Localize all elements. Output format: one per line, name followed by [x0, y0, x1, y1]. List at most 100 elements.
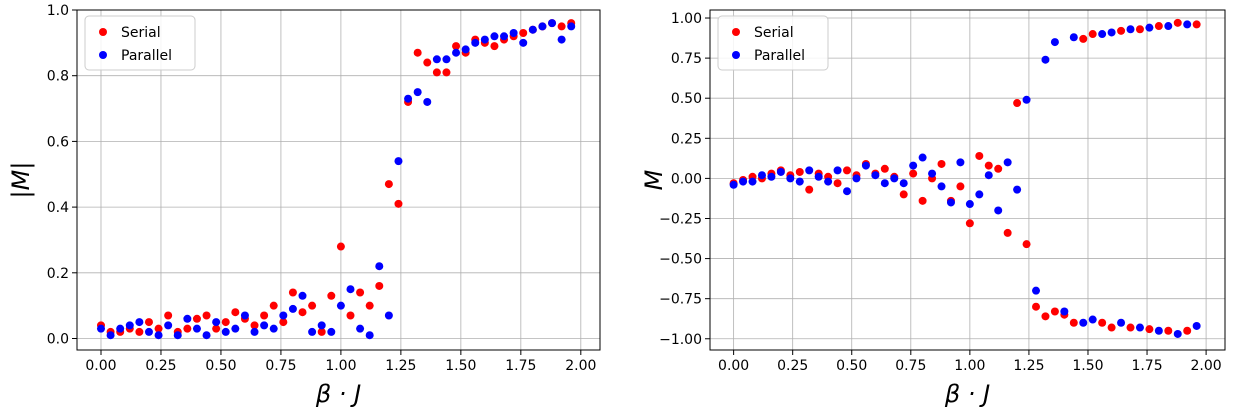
point	[1069, 318, 1078, 327]
point	[1117, 26, 1126, 35]
point	[861, 161, 870, 170]
point	[164, 321, 173, 330]
point	[1164, 326, 1173, 335]
point	[269, 301, 278, 310]
point	[1183, 20, 1192, 29]
legend-box	[717, 15, 829, 71]
point	[394, 157, 403, 166]
point	[1041, 312, 1050, 321]
point	[1032, 302, 1041, 311]
subplot: 0.00 0.25 0.50 0.75 1.00 1.25 1.50 1.75 2.00 −1.0…	[640, 9, 1226, 408]
point	[899, 179, 908, 188]
point	[975, 151, 984, 160]
y-tick-label: 0.6	[47, 134, 69, 150]
point	[480, 35, 489, 44]
point	[144, 318, 153, 327]
y-tick-label: 0.25	[671, 131, 702, 147]
point	[279, 311, 288, 320]
point	[918, 153, 927, 162]
point	[1183, 326, 1192, 335]
plot-frame	[709, 9, 1226, 351]
point	[96, 324, 105, 333]
point	[739, 177, 748, 186]
point	[1173, 18, 1182, 27]
x-tick-label: 2.00	[565, 358, 596, 374]
point	[805, 185, 814, 194]
point	[327, 327, 336, 336]
point	[394, 199, 403, 208]
point	[975, 190, 984, 199]
point	[937, 182, 946, 191]
point	[173, 331, 182, 340]
point	[909, 161, 918, 170]
point	[937, 159, 946, 168]
point	[871, 171, 880, 180]
point	[404, 94, 413, 103]
plot-frame	[76, 9, 601, 351]
point	[346, 311, 355, 320]
point	[365, 301, 374, 310]
point	[221, 318, 230, 327]
point	[269, 324, 278, 333]
point	[795, 177, 804, 186]
subplot: 0.00 0.25 0.50 0.75 1.00 1.25 1.50 1.75 2.00 0.0 0…	[7, 3, 601, 408]
point	[336, 301, 345, 310]
point	[356, 288, 365, 297]
point	[824, 177, 833, 186]
point	[1145, 23, 1154, 32]
point	[471, 38, 480, 47]
point	[729, 180, 738, 189]
legend-marker	[99, 51, 107, 59]
y-tick-label: 0.8	[47, 69, 69, 85]
point	[984, 161, 993, 170]
y-tick-label: 0.00	[671, 171, 702, 187]
point	[1192, 20, 1201, 29]
point	[1164, 22, 1173, 31]
point	[1003, 158, 1012, 167]
point	[795, 167, 804, 176]
point	[1079, 34, 1088, 43]
y-axis-label: |M|	[7, 162, 35, 199]
point	[490, 42, 499, 51]
point	[461, 45, 470, 54]
point	[1088, 315, 1097, 324]
point	[1050, 38, 1059, 47]
point	[1135, 25, 1144, 34]
point	[548, 19, 557, 28]
point	[1013, 99, 1022, 108]
point	[317, 327, 326, 336]
point	[786, 174, 795, 183]
point	[1145, 325, 1154, 334]
point	[135, 327, 144, 336]
point	[1192, 321, 1201, 330]
point	[1003, 228, 1012, 237]
point	[106, 331, 115, 340]
point	[336, 242, 345, 251]
point	[384, 311, 393, 320]
point	[984, 171, 993, 180]
point	[1135, 323, 1144, 332]
y-tick-label: 1.00	[671, 11, 702, 27]
point	[346, 285, 355, 294]
point	[1069, 33, 1078, 42]
point	[250, 327, 259, 336]
point	[833, 179, 842, 188]
point	[413, 88, 422, 97]
point	[192, 314, 201, 323]
legend-marker	[732, 51, 740, 59]
point	[880, 164, 889, 173]
point	[1013, 185, 1022, 194]
point	[365, 331, 374, 340]
point	[212, 324, 221, 333]
y-tick-label: −0.75	[659, 292, 702, 308]
point	[519, 38, 528, 47]
legend-marker	[732, 28, 740, 36]
point	[1107, 323, 1116, 332]
y-tick-label: −1.00	[659, 332, 702, 348]
point	[1079, 318, 1088, 327]
point	[442, 55, 451, 64]
point	[1126, 323, 1135, 332]
x-tick-label: 1.00	[325, 358, 356, 374]
legend-label: Serial	[121, 25, 161, 41]
y-tick-label: 0.4	[47, 200, 69, 216]
